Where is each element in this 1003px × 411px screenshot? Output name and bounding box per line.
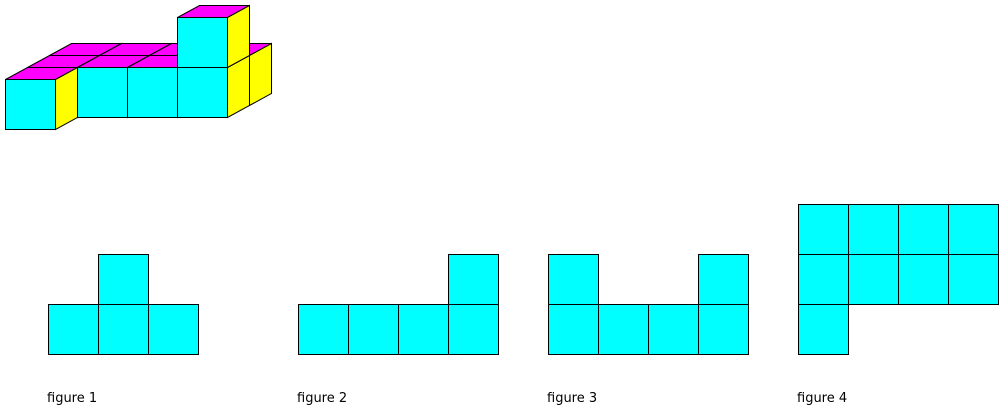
square	[898, 204, 949, 255]
square	[798, 204, 849, 255]
square	[548, 304, 599, 355]
square	[798, 254, 849, 305]
figure-1: figure 1	[47, 254, 199, 406]
cube-solid	[5, 4, 272, 131]
square	[448, 254, 499, 305]
caption: figure 1	[47, 391, 97, 406]
square	[548, 254, 599, 305]
square	[298, 304, 349, 355]
square	[448, 304, 499, 355]
square	[948, 204, 999, 255]
square	[148, 304, 199, 355]
square	[648, 304, 699, 355]
caption: figure 2	[297, 391, 347, 406]
cube-side	[55, 66, 78, 131]
square	[798, 304, 849, 355]
square	[598, 304, 649, 355]
square	[98, 304, 149, 355]
square	[848, 204, 899, 255]
square	[698, 254, 749, 305]
cube-front	[77, 67, 128, 118]
square	[848, 254, 899, 305]
square	[698, 304, 749, 355]
figure-2: figure 2	[297, 254, 499, 406]
square	[98, 254, 149, 305]
square	[398, 304, 449, 355]
caption: figure 4	[797, 391, 847, 406]
cube-front	[177, 17, 228, 68]
cube-front	[177, 67, 228, 118]
square	[48, 304, 99, 355]
square	[948, 254, 999, 305]
figure-3: figure 3	[547, 254, 749, 406]
cube-front	[127, 67, 178, 118]
square	[348, 304, 399, 355]
square	[898, 254, 949, 305]
cube-side	[227, 4, 250, 69]
cube-front	[5, 79, 56, 130]
figure-4: figure 4	[797, 204, 999, 406]
caption: figure 3	[547, 391, 597, 406]
